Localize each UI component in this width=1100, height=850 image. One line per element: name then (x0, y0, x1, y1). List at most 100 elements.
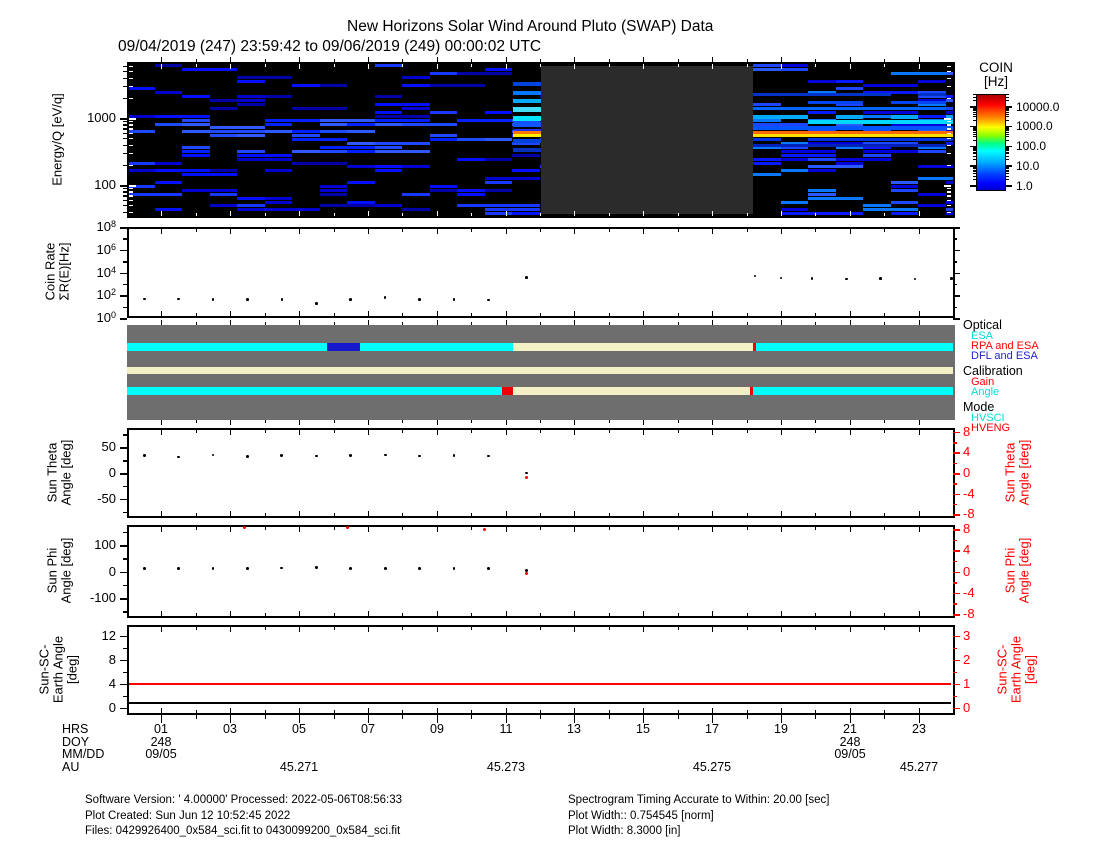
spectrogram-segment (863, 83, 919, 87)
y-axis-minor-tick (123, 584, 127, 587)
spectrogram-segment (347, 165, 375, 169)
spectrogram-segment (890, 71, 946, 75)
x-axis-tick (574, 708, 576, 713)
x-axis-tick (780, 627, 782, 632)
energy-minor-tick (123, 199, 127, 202)
colorbar-minor-tick (973, 179, 976, 181)
spectrogram-segment (154, 122, 183, 126)
coin-rate-data-point (487, 298, 490, 302)
spectrogram-segment (808, 118, 836, 122)
x-axis-tick (264, 213, 266, 216)
y-axis-minor-tick (123, 434, 127, 436)
colorbar-minor-tick (973, 139, 976, 141)
y-axis-tick-label: 2 (963, 651, 971, 667)
x-axis-tick (195, 59, 197, 62)
x-axis-tick (815, 229, 817, 232)
spectrogram-segment (292, 138, 348, 142)
y-axis-tick-label: 0 (108, 699, 116, 715)
x-axis-tick (367, 211, 369, 216)
x-axis-tick (471, 322, 473, 325)
x-axis-tick (436, 311, 438, 316)
x-axis-tick (436, 611, 438, 616)
spectrogram-segment (512, 142, 540, 145)
spectrogram-band-segment (808, 107, 836, 111)
colorbar-minor-tick (1006, 171, 1009, 173)
x-axis-tick (367, 64, 369, 69)
spectrogram-segment (512, 153, 540, 157)
footer-timing-accuracy: Spectrogram Timing Accurate to Within: 2… (568, 794, 830, 806)
x-axis-tick (608, 229, 610, 232)
x-axis-tick (884, 420, 886, 423)
colorbar-minor-tick (973, 173, 976, 175)
colorbar-minor-tick (973, 168, 976, 170)
y-axis-tick-label: 50 (101, 439, 116, 455)
spectrogram-segment (319, 149, 348, 153)
page-title: New Horizons Solar Wind Around Pluto (SW… (347, 18, 714, 35)
coin-y-tick (120, 295, 127, 297)
spectrogram-segment (374, 95, 403, 99)
x-axis-tick (195, 430, 197, 433)
colorbar-minor-tick (1006, 119, 1009, 121)
x-axis-tick (815, 213, 817, 216)
y-axis-tick (953, 683, 960, 686)
spectrogram-segment (319, 192, 348, 196)
x-axis-tick (712, 320, 714, 325)
y-axis-tick-label: -8 (963, 606, 975, 621)
colorbar-minor-tick (973, 169, 976, 171)
energy-tick-label: 100 (94, 177, 116, 192)
y-axis-minor-tick (123, 558, 127, 560)
y-axis-tick (120, 598, 127, 600)
hrs-axis-tick (264, 715, 266, 719)
y-axis-tick-label: 0 (963, 465, 971, 480)
colorbar-minor-tick (1006, 127, 1009, 129)
spectrogram-segment (753, 67, 781, 71)
energy-minor-tick-white (129, 188, 133, 190)
x-axis-tick (505, 430, 507, 435)
spectrogram-segment (863, 208, 919, 212)
colorbar-minor-tick (973, 128, 976, 130)
spectrogram-bright-column-row (513, 148, 542, 153)
data-point (524, 568, 528, 572)
spectrogram-segment (402, 106, 430, 110)
x-axis-tick (367, 420, 369, 425)
spectrogram-segment (237, 204, 265, 208)
x-axis-tick (643, 430, 645, 435)
legend-item-rpa-and-esa: RPA and ESA (971, 340, 1039, 352)
energy-minor-tick-white (129, 191, 133, 193)
x-axis-tick (780, 64, 782, 69)
x-axis-tick (505, 320, 507, 325)
colorbar-minor-tick (1006, 149, 1009, 151)
hrs-axis-tick (677, 715, 679, 719)
x-axis-tick (608, 430, 610, 433)
x-axis-tick (608, 420, 610, 423)
colorbar-tick-label: 10000.0 (1016, 99, 1060, 114)
x-axis-tick (505, 611, 507, 616)
x-axis-tick (643, 420, 645, 425)
y-axis-minor-tick (953, 503, 957, 506)
colorbar-minor-tick (1006, 107, 1009, 108)
spectrogram-band-segment (945, 114, 953, 119)
x-axis-tick (402, 710, 404, 713)
x-axis-tick (299, 64, 301, 69)
spectrogram-segment (780, 122, 809, 126)
x-axis-tick (161, 320, 163, 325)
y-axis-tick-label: 4 (963, 542, 971, 558)
sun-sc-earth-left-title-line2: Earth Angle (50, 635, 66, 704)
doy-label: 248 (150, 735, 172, 749)
colorbar-minor-tick (973, 149, 976, 151)
energy-major-tick-white (129, 118, 136, 120)
coin-rate-y-axis-title-line1: Coin Rate (42, 242, 58, 301)
x-axis-tick (195, 627, 197, 630)
spectrogram-panel (127, 62, 955, 218)
spectrogram-segment (808, 192, 836, 196)
x-axis-tick (230, 211, 232, 216)
spectrogram-band-segment (918, 126, 946, 131)
colorbar-minor-tick (1006, 147, 1009, 149)
spectrogram-segment (182, 173, 238, 177)
colorbar-minor-tick (973, 151, 976, 153)
spectrogram-segment (319, 184, 348, 188)
colorbar-minor-tick (1006, 100, 1009, 102)
x-axis-tick (815, 59, 817, 62)
colorbar-minor-tick (973, 159, 976, 161)
spectrogram-segment (237, 99, 265, 103)
